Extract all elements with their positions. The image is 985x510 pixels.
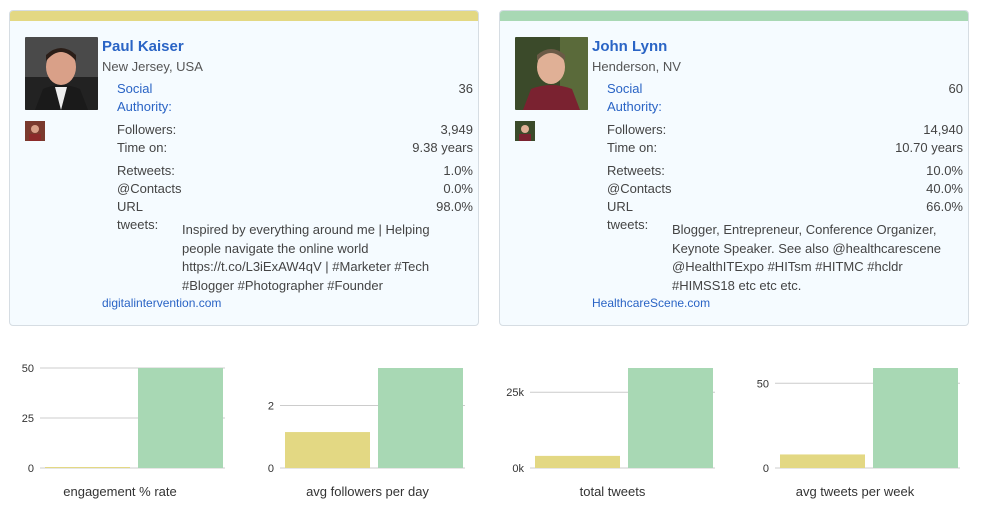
time-on-label: Time on: — [607, 140, 658, 155]
bar-user2[interactable] — [628, 368, 713, 468]
y-tick-label: 0 — [268, 463, 274, 475]
tweets-label: tweets: — [607, 217, 649, 232]
url-label: URL — [607, 199, 634, 214]
social-authority-label[interactable]: Social Authority: — [607, 81, 662, 114]
profile-bio: Blogger, Entrepreneur, Conference Organi… — [672, 222, 942, 293]
followers-value: 14,940 — [923, 122, 963, 137]
avatar[interactable] — [515, 37, 588, 110]
profile-name[interactable]: John Lynn — [592, 38, 668, 55]
followers-label: Followers: — [607, 122, 667, 137]
retweets-value: 1.0% — [443, 163, 473, 178]
followers-value: 3,949 — [440, 122, 473, 137]
time-on-value: 10.70 years — [895, 140, 963, 155]
y-tick-label: 50 — [757, 378, 769, 390]
bar-user2[interactable] — [378, 368, 463, 468]
chart-engagement-rate: 0 25 50 — [22, 363, 225, 475]
retweets-label: Retweets: — [117, 163, 175, 178]
contacts-value: 0.0% — [443, 181, 473, 196]
profile-location: Henderson, NV — [592, 59, 681, 74]
avatar-small[interactable] — [515, 121, 535, 141]
y-tick-label: 0 — [763, 463, 769, 475]
contacts-label: @Contacts — [607, 181, 672, 196]
contacts-label: @Contacts — [117, 181, 182, 196]
social-authority-value: 60 — [948, 81, 963, 96]
followers-label: Followers: — [117, 122, 177, 137]
url-value: 66.0% — [926, 199, 963, 214]
social-authority-label[interactable]: Social Authority: — [117, 81, 172, 114]
y-tick-label: 50 — [22, 363, 34, 375]
website-link[interactable]: HealthcareScene.com — [592, 296, 711, 310]
social-authority-value: 36 — [458, 81, 473, 96]
profile-bio: Inspired by everything around me | Helpi… — [182, 222, 430, 293]
contacts-value: 40.0% — [926, 181, 963, 196]
chart-title: avg tweets per week — [795, 484, 915, 499]
chart-title: total tweets — [579, 484, 646, 499]
y-tick-label: 0k — [512, 463, 524, 475]
avatar[interactable] — [25, 37, 98, 110]
website-link[interactable]: digitalintervention.com — [102, 296, 222, 310]
bar-user2[interactable] — [873, 368, 958, 468]
card-accent-bar — [10, 11, 478, 21]
profile-card-paul-kaiser: Paul Kaiser New Jersey, USA Social Author… — [9, 10, 479, 326]
chart-title: engagement % rate — [63, 484, 177, 499]
avatar-small[interactable] — [25, 121, 45, 141]
y-tick-label: 25 — [22, 413, 34, 425]
chart-avg-tweets-per-week: 0 50 — [757, 368, 960, 475]
y-tick-label: 0 — [28, 463, 34, 475]
bar-user1[interactable] — [535, 455, 620, 468]
tweets-label: tweets: — [117, 217, 159, 232]
y-tick-label: 2 — [268, 401, 274, 413]
chart-avg-followers-per-day: 02 — [268, 368, 465, 475]
profile-location: New Jersey, USA — [102, 59, 203, 74]
profile-name[interactable]: Paul Kaiser — [102, 38, 184, 55]
card-accent-bar — [500, 11, 968, 21]
y-tick-label: 25k — [506, 387, 524, 399]
bar-user1[interactable] — [285, 432, 370, 468]
retweets-value: 10.0% — [926, 163, 963, 178]
bar-user1[interactable] — [45, 467, 130, 468]
time-on-value: 9.38 years — [412, 140, 473, 155]
url-label: URL — [117, 199, 144, 214]
retweets-label: Retweets: — [607, 163, 665, 178]
url-value: 98.0% — [436, 199, 473, 214]
chart-total-tweets: 0k 25k — [506, 368, 715, 475]
profile-card-john-lynn: John Lynn Henderson, NV Social Authority:… — [499, 10, 969, 326]
chart-title: avg followers per day — [306, 484, 429, 499]
bar-user2[interactable] — [138, 368, 223, 468]
bar-user1[interactable] — [780, 454, 865, 468]
time-on-label: Time on: — [117, 140, 168, 155]
